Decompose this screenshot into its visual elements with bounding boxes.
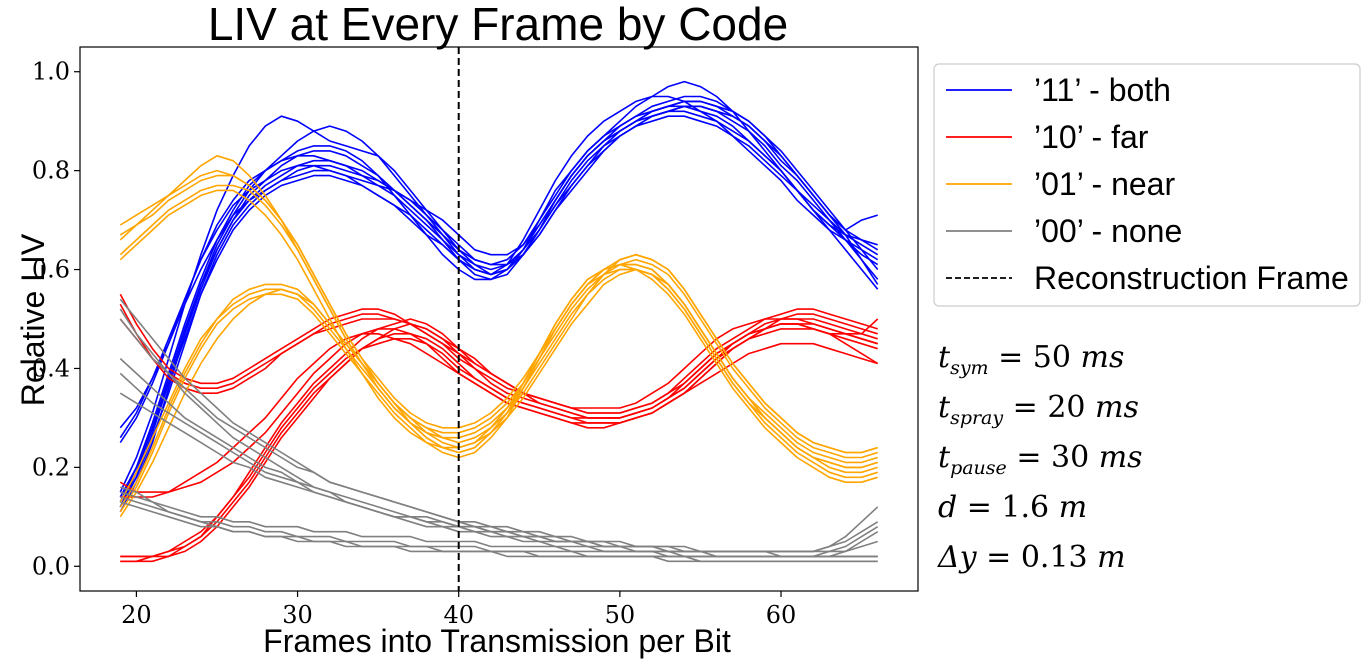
series-line-24 [119, 174, 878, 454]
parameter-3: tpause = 30 ms [938, 440, 1143, 479]
parameter-symbol: t [938, 440, 951, 475]
series-line-27 [119, 263, 878, 518]
parameter-subscript: spray [950, 407, 1004, 429]
parameter-unit: ms [1098, 440, 1143, 475]
parameter-5: Δy = 0.13 m [938, 540, 1126, 575]
series-line-3 [119, 110, 879, 513]
x-tick-label: 50 [605, 601, 636, 629]
legend: ’11’ - both ’10’ - far ’01’ - near ’00’ - n… [933, 63, 1361, 307]
parameter-value: = 50 [988, 340, 1081, 375]
series-line-8 [119, 105, 879, 508]
parameter-unit: ms [1095, 390, 1139, 425]
series-line-9 [119, 100, 879, 439]
parameter-4: d = 1.6 m [938, 490, 1087, 525]
plot-frame [79, 46, 919, 592]
series-line-33 [119, 392, 878, 553]
y-tick-label: 1.0 [32, 58, 70, 86]
y-axis-ticks: 0.0 0.2 0.4 0.6 0.8 1.0 [32, 58, 80, 580]
series-line-25 [119, 268, 878, 513]
series-line-30 [119, 318, 879, 553]
series-line-2 [119, 80, 878, 493]
y-tick-label: 0.0 [32, 552, 70, 580]
parameter-unit: m [1097, 540, 1126, 575]
parameter-symbol: t [938, 390, 951, 425]
legend-label-1: ’11’ - both [1034, 72, 1171, 108]
series-line-17 [119, 293, 878, 414]
series-line-7 [119, 105, 879, 498]
y-tick-label: 0.4 [32, 354, 70, 382]
legend-label-3: ’01’ - near [1034, 166, 1175, 202]
x-axis-ticks: 20 30 40 50 60 [121, 591, 796, 629]
x-tick-label: 30 [282, 601, 313, 629]
parameter-symbol: d [938, 490, 958, 525]
x-axis-label: Frames into Transmission per Bit [263, 623, 731, 659]
chart-title: LIV at Every Frame by Code [208, 0, 788, 50]
y-tick-label: 0.8 [32, 157, 70, 185]
series-line-13 [120, 323, 878, 563]
legend-label-2: ’10’ - far [1034, 119, 1149, 155]
series-line-38 [120, 501, 878, 563]
parameter-symbol: Δy [938, 540, 977, 575]
y-tick-label: 0.6 [32, 256, 70, 284]
parameter-symbol: t [938, 340, 951, 375]
parameter-value: = 30 [1006, 440, 1099, 475]
x-tick-label: 40 [443, 601, 474, 629]
y-axis-label: Relative LIV [15, 233, 51, 406]
series-line-10 [119, 95, 878, 508]
series-line-35 [120, 486, 878, 558]
y-tick-label: 0.2 [32, 453, 70, 481]
parameter-value: = 1.6 [957, 490, 1059, 525]
parameter-subscript: pause [950, 457, 1007, 479]
parameter-1: tsym = 50 ms [938, 340, 1124, 379]
parameter-2: tspray = 20 ms [938, 390, 1139, 429]
series-line-28 [119, 263, 878, 508]
series-line-34 [119, 308, 878, 558]
series-line-19 [119, 303, 879, 419]
parameter-subscript: sym [950, 357, 989, 379]
x-tick-label: 20 [121, 601, 152, 629]
parameter-value: = 20 [1003, 390, 1096, 425]
legend-label-5: Reconstruction Frame [1034, 260, 1349, 296]
plot-lines [119, 80, 879, 563]
legend-label-4: ’00’ - none [1034, 213, 1182, 249]
parameter-value: = 0.13 [976, 540, 1098, 575]
series-line-14 [120, 308, 878, 558]
parameter-unit: m [1058, 490, 1088, 525]
parameter-unit: ms [1080, 340, 1125, 375]
legend-box [933, 63, 1361, 307]
x-tick-label: 60 [766, 601, 797, 629]
